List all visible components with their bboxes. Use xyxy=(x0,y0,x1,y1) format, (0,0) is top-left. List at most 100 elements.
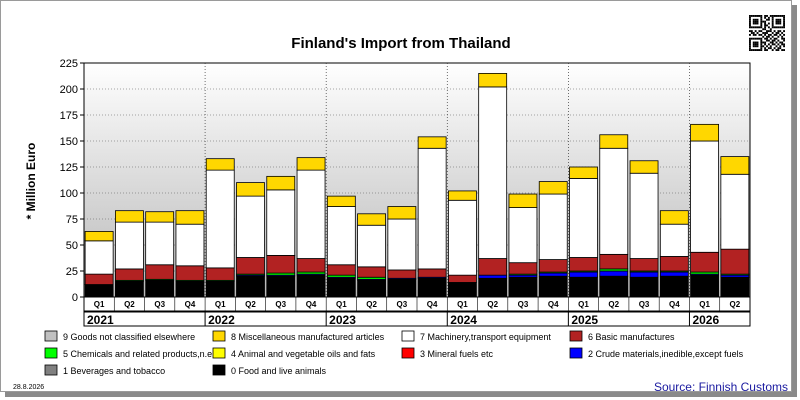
bar-stack xyxy=(690,123,719,298)
bar-segment xyxy=(266,254,296,274)
legend-label: 6 Basic manufactures xyxy=(588,332,675,342)
bar-segment xyxy=(266,175,296,191)
legend-swatch xyxy=(44,364,58,376)
bar-segment xyxy=(387,206,417,220)
bar-stack xyxy=(145,211,175,298)
bar-segment xyxy=(478,86,508,259)
bar-stack xyxy=(205,158,235,298)
year-label: 2026 xyxy=(692,313,719,327)
legend-label: 7 Machinery,transport equipment xyxy=(420,332,551,342)
y-tick-label: 200 xyxy=(60,84,78,96)
bar-stack xyxy=(296,157,326,298)
bar-stack xyxy=(417,136,447,298)
bar-segment xyxy=(115,221,144,270)
bar-segment xyxy=(175,280,205,298)
x-tick-label: Q4 xyxy=(185,300,196,309)
bar-segment xyxy=(508,262,538,275)
x-tick-label: Q4 xyxy=(427,300,438,309)
bar-segment xyxy=(357,279,386,298)
x-tick-label: Q2 xyxy=(487,300,498,309)
bar-segment xyxy=(357,224,386,268)
bar-segment xyxy=(205,267,235,281)
year-label: 2023 xyxy=(329,313,356,327)
chart-title: Finland's Import from Thailand xyxy=(291,35,510,52)
x-tick-label: Q4 xyxy=(669,300,680,309)
legend: 9 Goods not classified elsewhere 8 Miscel… xyxy=(44,330,744,376)
bar-segment xyxy=(538,275,568,298)
x-tick-label: Q3 xyxy=(397,300,408,309)
y-tick-label: 125 xyxy=(60,162,78,174)
y-tick-label: 50 xyxy=(66,240,78,252)
bar-segment xyxy=(569,178,598,258)
x-tick-label: Q3 xyxy=(154,300,165,309)
x-tick-label: Q1 xyxy=(94,300,105,309)
bar-segment xyxy=(478,277,508,298)
year-label: 2025 xyxy=(571,313,598,327)
legend-swatch xyxy=(212,364,226,376)
bar-segment xyxy=(538,259,568,273)
legend-item: 6 Basic manufactures xyxy=(569,330,675,342)
bar-segment xyxy=(629,160,659,174)
bar-segment xyxy=(569,276,598,298)
bar-segment xyxy=(387,278,417,298)
bar-segment xyxy=(659,275,689,298)
legend-label: 4 Animal and vegetable oils and fats xyxy=(231,349,376,359)
bar-segment xyxy=(357,266,386,278)
bar-segment xyxy=(417,277,447,298)
bar-segment xyxy=(326,277,356,298)
bar-segment xyxy=(296,274,326,298)
bar-segment xyxy=(236,275,265,298)
bar-segment xyxy=(236,195,265,258)
bar-segment xyxy=(175,210,205,225)
legend-swatch xyxy=(401,347,415,359)
bar-segment xyxy=(599,147,629,255)
bar-segment xyxy=(659,223,689,257)
legend-label: 8 Miscellaneous manufactured articles xyxy=(231,332,385,342)
x-tick-label: Q2 xyxy=(366,300,377,309)
x-tick-label: Q3 xyxy=(275,300,286,309)
legend-label: 2 Crude materials,inedible,except fuels xyxy=(588,349,744,359)
bar-segment xyxy=(569,166,598,179)
bar-segment xyxy=(538,181,568,195)
footer-date: 28.8.2026 xyxy=(13,384,44,391)
x-tick-label: Q2 xyxy=(245,300,256,309)
bar-segment xyxy=(84,284,114,298)
bar-segment xyxy=(538,272,568,277)
bar-segment xyxy=(599,253,629,270)
y-tick-label: 75 xyxy=(66,214,78,226)
x-tick-label: Q1 xyxy=(336,300,347,309)
year-label: 2021 xyxy=(87,313,114,327)
bar-segment xyxy=(659,256,689,272)
y-axis: 0 25 50 75 100 125 150 175 200 225 xyxy=(60,58,84,304)
bar-stack xyxy=(448,190,477,298)
x-tick-label: Q2 xyxy=(608,300,619,309)
year-label: 2022 xyxy=(208,313,235,327)
bar-stack xyxy=(478,73,508,298)
legend-swatch xyxy=(44,347,58,359)
bar-segment xyxy=(145,211,175,223)
bar-segment xyxy=(599,270,629,277)
bar-segment xyxy=(478,258,508,276)
y-tick-label: 175 xyxy=(60,110,78,122)
chart: Finland's Import from Thailand 0 25 50 75 10… xyxy=(13,15,788,393)
bar-segment xyxy=(115,210,144,223)
bar-segment xyxy=(538,193,568,260)
y-tick-label: 100 xyxy=(60,188,78,200)
bar-stack xyxy=(720,156,750,298)
bar-segment xyxy=(690,123,719,142)
legend-item: 2 Crude materials,inedible,except fuels xyxy=(569,347,744,359)
bar-segment xyxy=(629,172,659,259)
bar-segment xyxy=(115,280,144,298)
bar-stack xyxy=(84,231,114,298)
bar-segment xyxy=(720,248,750,275)
legend-item: 5 Chemicals and related products,n.e.s. xyxy=(44,347,222,359)
bar-segment xyxy=(417,268,447,278)
bar-segment xyxy=(236,257,265,275)
x-tick-label: Q2 xyxy=(730,300,741,309)
bar-segment xyxy=(629,258,659,272)
y-tick-label: 150 xyxy=(60,136,78,148)
x-tick-label: Q1 xyxy=(215,300,226,309)
y-tick-label: 0 xyxy=(72,292,78,304)
bar-stack xyxy=(115,210,144,298)
footer-source: Source: Finnish Customs xyxy=(654,380,788,393)
